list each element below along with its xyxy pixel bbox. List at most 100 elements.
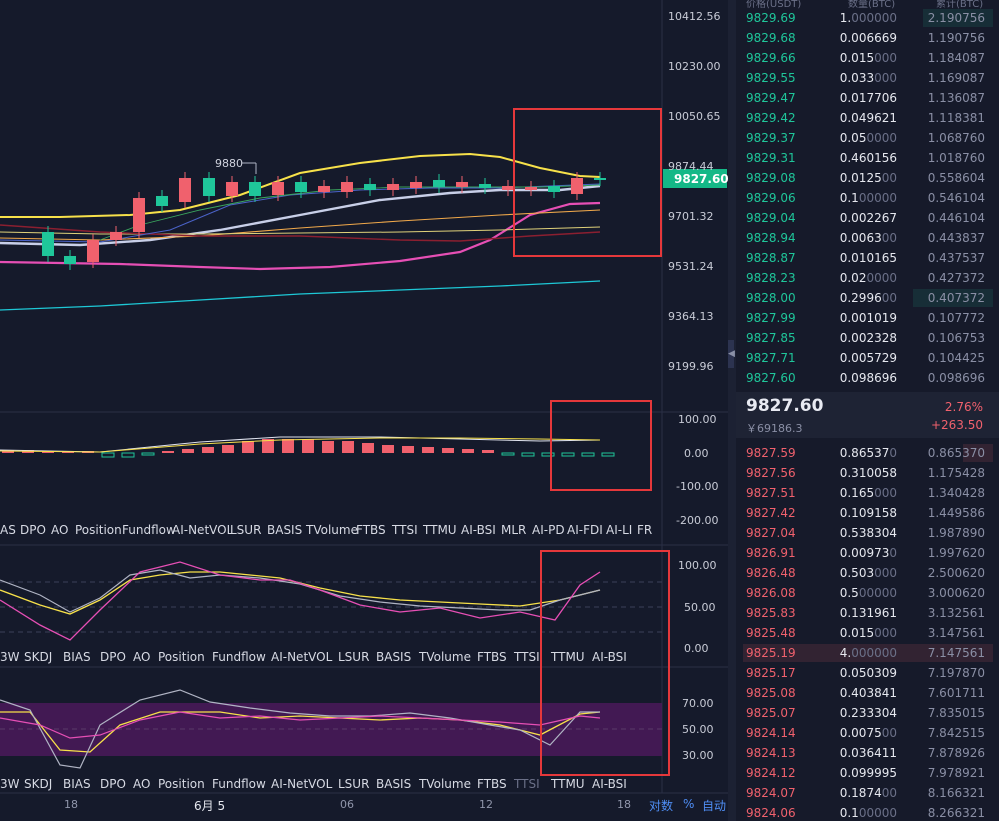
tab-3w[interactable]: 3W <box>0 777 20 791</box>
tab-mlr[interactable]: MLR <box>501 523 527 537</box>
top-order-row[interactable]: 9827.71 0.005729 0.104425 <box>736 348 999 368</box>
tab-bias[interactable]: BIAS <box>63 777 91 791</box>
top-order-row[interactable]: 9829.66 0.015000 1.184087 <box>736 48 999 68</box>
tab-basis[interactable]: BASIS <box>376 650 412 664</box>
tab-position[interactable]: Position <box>158 777 205 791</box>
top-order-row[interactable]: 9827.60 0.098696 0.098696 <box>736 368 999 388</box>
bottom-order-row[interactable]: 9827.42 0.109158 1.449586 <box>736 503 999 523</box>
top-order-row[interactable]: 9827.99 0.001019 0.107772 <box>736 308 999 328</box>
tab-fundflow[interactable]: Fundflow <box>212 777 266 791</box>
tab-position[interactable]: Position <box>158 650 205 664</box>
tab-ai-bsi[interactable]: AI-BSI <box>592 650 627 664</box>
tab-ftbs[interactable]: FTBS <box>356 523 386 537</box>
candlestick-chart[interactable] <box>0 0 728 821</box>
tab-ttsi[interactable]: TTSI <box>514 650 540 664</box>
bottom-order-row[interactable]: 9824.06 0.100000 8.266321 <box>736 803 999 821</box>
tab-tvolume[interactable]: TVolume <box>306 523 358 537</box>
tab-tvolume[interactable]: TVolume <box>419 650 471 664</box>
collapse-chevron-icon[interactable]: ◀ <box>728 340 735 368</box>
top-order-row[interactable]: 9829.04 0.002267 0.446104 <box>736 208 999 228</box>
amount-cell: 0.099995 <box>839 766 897 780</box>
tab-bias[interactable]: BIAS <box>63 650 91 664</box>
bottom-order-row[interactable]: 9826.08 0.500000 3.000620 <box>736 583 999 603</box>
tab-ao[interactable]: AO <box>51 523 69 537</box>
tab-fundflow[interactable]: Fundflow <box>212 650 266 664</box>
tab-ttsi[interactable]: TTSI <box>514 777 540 791</box>
tab-ai-bsi[interactable]: AI-BSI <box>592 777 627 791</box>
tab-ai-fdi[interactable]: AI-FDI <box>567 523 603 537</box>
bottom-order-row[interactable]: 9827.04 0.538304 1.987890 <box>736 523 999 543</box>
top-order-row[interactable]: 9829.08 0.012500 0.558604 <box>736 168 999 188</box>
bottom-order-row[interactable]: 9827.51 0.165000 1.340428 <box>736 483 999 503</box>
tab-lsur[interactable]: LSUR <box>230 523 262 537</box>
tab-ao[interactable]: AO <box>133 650 151 664</box>
tab-fundflow[interactable]: Fundflow <box>122 523 176 537</box>
total-cell: 3.000620 <box>927 586 985 600</box>
bottom-order-row[interactable]: 9825.83 0.131961 3.132561 <box>736 603 999 623</box>
tab-ai-netvol[interactable]: AI-NetVOL <box>271 650 333 664</box>
amount-cell: 0.538304 <box>839 526 897 540</box>
amount-cell: 0.109158 <box>839 506 897 520</box>
top-order-row[interactable]: 9828.94 0.006300 0.443837 <box>736 228 999 248</box>
bottom-order-row[interactable]: 9825.48 0.015000 3.147561 <box>736 623 999 643</box>
tab-position[interactable]: Position <box>75 523 122 537</box>
tab-fr[interactable]: FR <box>637 523 653 537</box>
tab-dpo[interactable]: DPO <box>100 650 126 664</box>
tab-ftbs[interactable]: FTBS <box>477 777 507 791</box>
tab-ai-pd[interactable]: AI-PD <box>532 523 565 537</box>
tab-as[interactable]: AS <box>0 523 16 537</box>
chart-area[interactable]: 10412.56 10230.00 10050.65 9874.44 9701.… <box>0 0 728 821</box>
top-order-row[interactable]: 9828.87 0.010165 0.437537 <box>736 248 999 268</box>
tab-dpo[interactable]: DPO <box>20 523 46 537</box>
auto-scale-toggle[interactable]: 自动 <box>702 799 727 813</box>
top-order-row[interactable]: 9829.55 0.033000 1.169087 <box>736 68 999 88</box>
tab-lsur[interactable]: LSUR <box>338 777 370 791</box>
tab-basis[interactable]: BASIS <box>376 777 412 791</box>
top-order-row[interactable]: 9828.23 0.020000 0.427372 <box>736 268 999 288</box>
top-order-row[interactable]: 9829.68 0.006669 1.190756 <box>736 28 999 48</box>
tab-3w[interactable]: 3W <box>0 650 20 664</box>
tab-basis[interactable]: BASIS <box>267 523 303 537</box>
tab-skdj[interactable]: SKDJ <box>24 777 53 791</box>
percent-scale-toggle[interactable]: % <box>683 797 695 811</box>
bottom-order-row[interactable]: 9824.14 0.007500 7.842515 <box>736 723 999 743</box>
tab-ai-netvol[interactable]: AI-NetVOL <box>172 523 234 537</box>
bottom-order-row[interactable]: 9825.17 0.050309 7.197870 <box>736 663 999 683</box>
tab-tvolume[interactable]: TVolume <box>419 777 471 791</box>
bottom-order-row[interactable]: 9824.13 0.036411 7.878926 <box>736 743 999 763</box>
amount-cell: 0.310058 <box>839 466 897 480</box>
bottom-order-row[interactable]: 9825.19 4.000000 7.147561 <box>736 643 999 663</box>
price-cell: 9829.42 <box>746 111 796 125</box>
tab-ai-netvol[interactable]: AI-NetVOL <box>271 777 333 791</box>
tab-ttmu[interactable]: TTMU <box>551 777 585 791</box>
top-order-row[interactable]: 9827.85 0.002328 0.106753 <box>736 328 999 348</box>
top-order-row[interactable]: 9829.69 1.000000 2.190756 <box>736 8 999 28</box>
top-order-row[interactable]: 9829.31 0.460156 1.018760 <box>736 148 999 168</box>
tab-ftbs[interactable]: FTBS <box>477 650 507 664</box>
top-order-row[interactable]: 9829.37 0.050000 1.068760 <box>736 128 999 148</box>
tab-lsur[interactable]: LSUR <box>338 650 370 664</box>
bottom-order-row[interactable]: 9827.56 0.310058 1.175428 <box>736 463 999 483</box>
tab-ttmu[interactable]: TTMU <box>551 650 585 664</box>
indicator-tabs-row-1: AS DPO AO Position Fundflow AI-NetVOL LS… <box>0 523 662 539</box>
top-order-row[interactable]: 9829.06 0.100000 0.546104 <box>736 188 999 208</box>
tab-ai-li[interactable]: AI-LI <box>606 523 633 537</box>
tab-ai-bsi[interactable]: AI-BSI <box>461 523 496 537</box>
tab-ttmu[interactable]: TTMU <box>423 523 457 537</box>
bottom-order-row[interactable]: 9826.91 0.009730 1.997620 <box>736 543 999 563</box>
bottom-order-row[interactable]: 9825.08 0.403841 7.601711 <box>736 683 999 703</box>
tab-skdj[interactable]: SKDJ <box>24 650 53 664</box>
bottom-order-row[interactable]: 9826.48 0.503000 2.500620 <box>736 563 999 583</box>
panel-splitter[interactable]: ◀ <box>728 0 736 821</box>
tab-ttsi[interactable]: TTSI <box>392 523 418 537</box>
top-order-row[interactable]: 9829.42 0.049621 1.118381 <box>736 108 999 128</box>
bottom-order-row[interactable]: 9824.07 0.187400 8.166321 <box>736 783 999 803</box>
bottom-order-row[interactable]: 9825.07 0.233304 7.835015 <box>736 703 999 723</box>
tab-ao[interactable]: AO <box>133 777 151 791</box>
bottom-order-row[interactable]: 9827.59 0.865370 0.865370 <box>736 443 999 463</box>
top-order-row[interactable]: 9828.00 0.299600 0.407372 <box>736 288 999 308</box>
bottom-order-row[interactable]: 9824.12 0.099995 7.978921 <box>736 763 999 783</box>
tab-dpo[interactable]: DPO <box>100 777 126 791</box>
log-scale-toggle[interactable]: 对数 <box>649 799 674 813</box>
top-order-row[interactable]: 9829.47 0.017706 1.136087 <box>736 88 999 108</box>
